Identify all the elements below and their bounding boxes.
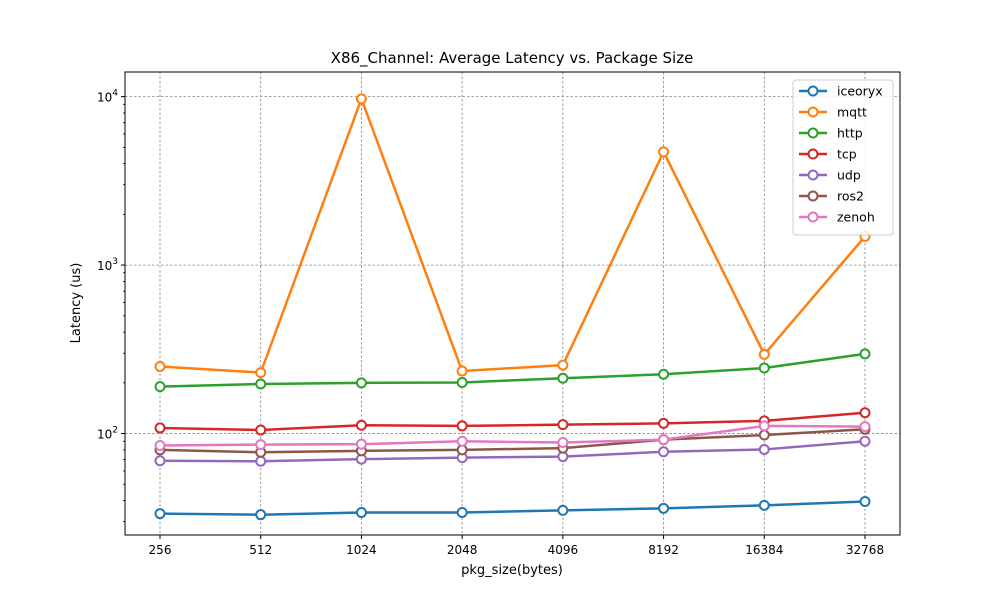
x-tick-label: 2048 <box>447 543 478 557</box>
data-point-tcp <box>859 407 871 419</box>
data-point-mqtt <box>758 348 770 360</box>
x-axis-ticks: 256 512 1024 2048 4096 8192 16384 32768 <box>149 535 884 557</box>
data-point-zenoh <box>255 439 267 451</box>
data-point-mqtt <box>355 93 367 105</box>
data-point-tcp <box>658 417 670 429</box>
series-tcp <box>154 407 871 436</box>
data-point-zenoh <box>456 435 468 447</box>
data-point-tcp <box>154 422 166 434</box>
series-line-ros2 <box>159 428 866 454</box>
x-axis-label: pkg_size(bytes) <box>461 563 563 578</box>
series-iceoryx <box>154 496 871 521</box>
x-tick-label: 256 <box>149 543 172 557</box>
data-point-mqtt <box>154 361 166 373</box>
x-tick-label: 32768 <box>846 543 884 557</box>
data-point-mqtt <box>255 367 267 379</box>
series-zenoh <box>154 420 871 451</box>
y-axis-label: Latency (us) <box>69 263 84 344</box>
data-point-http <box>859 348 871 360</box>
legend-label-zenoh: zenoh <box>837 210 875 225</box>
x-tick-label: 1024 <box>346 543 377 557</box>
data-point-http <box>658 368 670 380</box>
data-point-zenoh <box>154 439 166 451</box>
legend-label-tcp: tcp <box>837 147 857 162</box>
data-point-http <box>557 372 569 384</box>
chart-title: X86_Channel: Average Latency vs. Package… <box>331 49 694 68</box>
data-point-udp <box>154 455 166 467</box>
data-point-tcp <box>355 419 367 431</box>
data-point-udp <box>859 435 871 447</box>
y-tick-label: 102 <box>97 426 118 442</box>
y-axis-ticks: 102 103 104 <box>97 89 125 523</box>
data-point-iceoryx <box>355 507 367 519</box>
series-line-udp <box>159 440 866 463</box>
data-point-udp <box>658 446 670 458</box>
grid <box>125 72 900 535</box>
data-point-http <box>355 377 367 389</box>
legend-label-http: http <box>837 126 863 141</box>
data-point-zenoh <box>758 420 770 432</box>
x-tick-label: 8192 <box>648 543 679 557</box>
data-point-udp <box>758 443 770 455</box>
data-point-http <box>154 381 166 393</box>
legend-label-udp: udp <box>837 168 861 183</box>
legend-marker-http <box>807 127 819 139</box>
data-point-iceoryx <box>255 509 267 521</box>
legend-label-ros2: ros2 <box>837 189 864 204</box>
legend-marker-udp <box>807 169 819 181</box>
legend-marker-iceoryx <box>807 85 819 97</box>
data-point-iceoryx <box>758 499 770 511</box>
data-point-udp <box>255 455 267 467</box>
legend-marker-mqtt <box>807 106 819 118</box>
y-tick-label: 103 <box>97 257 118 273</box>
data-point-iceoryx <box>658 502 670 514</box>
series-mqtt <box>154 93 871 379</box>
series-udp <box>154 435 871 467</box>
data-point-mqtt <box>658 146 670 158</box>
data-point-tcp <box>557 419 569 431</box>
legend-marker-ros2 <box>807 190 819 202</box>
data-point-iceoryx <box>456 507 468 519</box>
plot-frame <box>124 71 901 536</box>
data-point-iceoryx <box>557 504 569 516</box>
legend-label-iceoryx: iceoryx <box>837 84 883 99</box>
series-http <box>154 348 871 393</box>
legend-marker-zenoh <box>807 211 819 223</box>
data-point-zenoh <box>557 437 569 449</box>
x-tick-label: 512 <box>249 543 272 557</box>
data-point-tcp <box>255 424 267 436</box>
series-lines <box>154 93 871 521</box>
data-point-zenoh <box>859 421 871 433</box>
data-point-iceoryx <box>859 496 871 508</box>
data-point-iceoryx <box>154 508 166 520</box>
x-tick-label: 4096 <box>548 543 579 557</box>
series-line-tcp <box>159 411 866 432</box>
data-point-http <box>255 378 267 390</box>
data-point-mqtt <box>557 359 569 371</box>
data-point-zenoh <box>355 438 367 450</box>
series-line-zenoh <box>159 424 866 447</box>
data-point-mqtt <box>456 365 468 377</box>
data-point-http <box>758 362 770 374</box>
legend: iceoryx mqtt http tcp udp ros2 zenoh <box>792 79 894 236</box>
data-point-ros2 <box>758 429 770 441</box>
series-line-mqtt <box>159 97 866 374</box>
legend-marker-tcp <box>807 148 819 160</box>
x-tick-label: 16384 <box>745 543 783 557</box>
legend-label-mqtt: mqtt <box>837 105 867 120</box>
series-line-http <box>159 352 866 388</box>
series-line-iceoryx <box>159 500 866 516</box>
data-point-tcp <box>456 420 468 432</box>
data-point-http <box>456 376 468 388</box>
data-point-zenoh <box>658 434 670 446</box>
y-tick-label: 104 <box>97 89 118 105</box>
